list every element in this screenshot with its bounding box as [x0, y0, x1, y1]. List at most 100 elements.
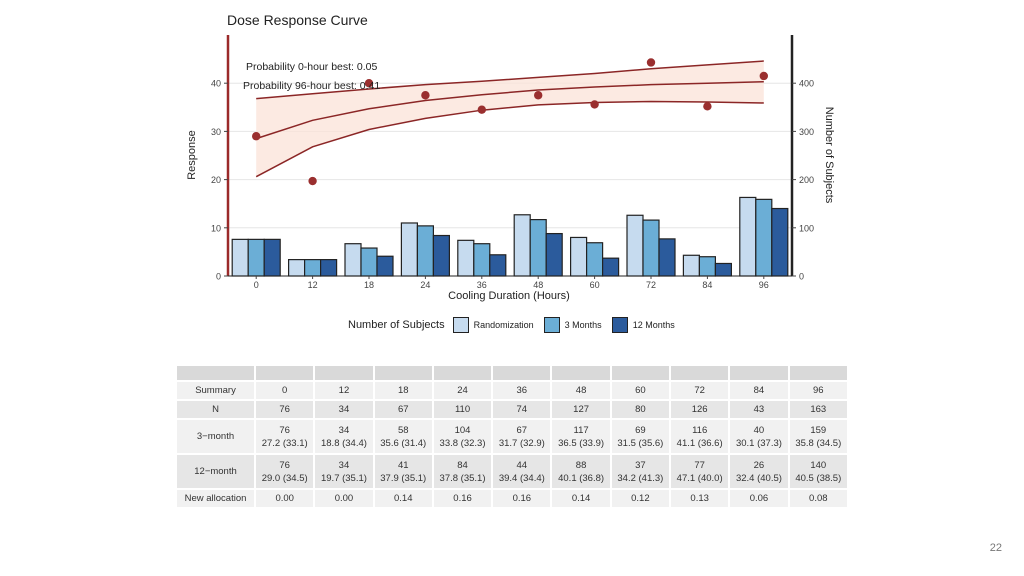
cell-count: 88: [575, 459, 587, 471]
y-left-tick-label: 40: [211, 79, 221, 89]
response-point: [308, 176, 317, 186]
cell-mean-sd: 40.5 (38.5): [795, 472, 842, 484]
cell-mean-sd: 37.8 (35.1): [439, 472, 486, 484]
summary-table: Summary 0 12 18 24 36 48 60 72 84 96 N 7…: [175, 364, 849, 509]
table-cell: 88 40.1 (36.8): [552, 455, 610, 488]
cell-mean-sd: 27.2 (33.1): [261, 437, 308, 449]
cell-mean-sd: 41.1 (36.6): [676, 437, 723, 449]
table-cell: 34 18.8 (34.4): [315, 420, 373, 453]
legend-item-3-months: 3 Months: [543, 317, 602, 333]
cell-count: 26: [753, 459, 765, 471]
table-cell: 104 33.8 (32.3): [433, 420, 492, 453]
x-axis-label: Cooling Duration (Hours): [448, 290, 570, 302]
bar: [344, 243, 362, 277]
cell-mean-sd: 40.1 (36.8): [558, 472, 605, 484]
table-cell: 76: [256, 401, 314, 418]
y-right-tick-label: 100: [799, 223, 814, 233]
cell-count: 140: [810, 459, 827, 471]
cell-count: 117: [573, 424, 589, 436]
table-cell: 126: [671, 401, 729, 418]
bar: [263, 238, 281, 277]
y-left-tick-label: 20: [211, 175, 221, 185]
legend-swatch-3-months: [543, 317, 560, 333]
table-cell: 44 39.4 (34.4): [493, 455, 551, 488]
annotation-0-hour: Probability 0-hour best: 0.05: [246, 61, 378, 73]
table-cell: 163: [789, 401, 847, 418]
cell-count: 37: [635, 459, 646, 471]
x-tick-label: 0: [254, 280, 259, 290]
bar: [585, 242, 604, 277]
table-cell: 0.00: [315, 490, 373, 507]
row-label: 12−month: [177, 455, 255, 488]
cell-count: 84: [457, 459, 468, 471]
y-axis-left-label: Response: [186, 130, 198, 180]
table-cell: 76 27.2 (33.1): [256, 420, 314, 453]
page-number: 22: [989, 542, 1002, 554]
cell-count: 34: [338, 424, 350, 436]
cell-count: 41: [397, 459, 409, 471]
cell-mean-sd: 31.5 (35.6): [617, 437, 664, 449]
table-cell: 48: [552, 382, 610, 399]
table-row-12-month: 12−month 76 29.0 (34.5) 34 19.7 (35.1) 41 3…: [177, 455, 847, 488]
table-cell: 0.12: [611, 490, 670, 507]
cell-count: 159: [810, 424, 827, 436]
y-axis-right-label: Number of Subjects: [823, 106, 835, 204]
bar: [288, 259, 306, 277]
cell-mean-sd: 32.4 (40.5): [735, 472, 782, 484]
bar: [739, 196, 757, 277]
x-tick-label: 96: [759, 280, 769, 290]
bar: [304, 259, 322, 277]
cell-count: 58: [397, 424, 409, 436]
table-cell: 12: [315, 382, 373, 399]
x-tick-label: 72: [646, 280, 656, 290]
lower-bound-line: [255, 100, 764, 178]
table-cell: 110: [433, 401, 492, 418]
cell-count: 67: [516, 424, 528, 436]
cell-mean-sd: 19.7 (35.1): [320, 472, 367, 484]
table-cell: 80: [611, 401, 670, 418]
table-row-n: N 76 34 67 110 74 127 80 126 43 163: [177, 401, 847, 418]
legend-label-12-months: 12 Months: [632, 320, 675, 330]
cell-mean-sd: 33.8 (32.3): [439, 437, 486, 449]
cell-mean-sd: 30.1 (37.3): [735, 437, 782, 449]
bar: [771, 207, 789, 277]
table-cell: 74: [493, 401, 551, 418]
response-point: [421, 91, 430, 100]
y-right-tick-label: 200: [799, 175, 814, 185]
mean-curve-line: [255, 81, 764, 140]
y-left-tick-label: 30: [211, 127, 221, 137]
table-cell: 0.16: [493, 490, 551, 507]
bar: [432, 234, 450, 277]
cell-count: 34: [338, 459, 350, 471]
response-point: [646, 58, 656, 67]
response-point: [759, 71, 768, 81]
legend-item-randomization: Randomization: [452, 317, 534, 333]
table-cell: 34: [315, 401, 373, 418]
x-tick-label: 24: [420, 280, 430, 290]
cell-mean-sd: 18.8 (34.4): [320, 437, 367, 449]
response-point: [590, 100, 599, 109]
bar: [714, 262, 733, 277]
cell-count: 69: [635, 424, 646, 436]
cell-count: 116: [692, 424, 708, 436]
bar: [755, 198, 773, 277]
y-right-tick-label: 0: [799, 272, 804, 282]
bar: [457, 239, 475, 277]
table-cell: 0.13: [671, 490, 729, 507]
legend: Number of Subjects Randomization 3 Month…: [348, 317, 685, 333]
cell-mean-sd: 29.0 (34.5): [261, 472, 308, 484]
bar: [626, 214, 644, 277]
x-tick-label: 36: [477, 280, 487, 290]
table-cell: 117 36.5 (33.9): [552, 420, 610, 453]
table-cell: 34 19.7 (35.1): [315, 455, 373, 488]
row-label: Summary: [177, 382, 255, 399]
bar: [545, 232, 563, 277]
table-cell: 72: [671, 382, 729, 399]
bar: [231, 238, 249, 277]
row-label: New allocation: [177, 490, 255, 507]
table-cell: 67 31.7 (32.9): [493, 420, 551, 453]
table-cell: 0.00: [256, 490, 314, 507]
bar: [682, 254, 701, 277]
table-row-3-month: 3−month 76 27.2 (33.1) 34 18.8 (34.4) 58 35…: [177, 420, 847, 453]
row-label: N: [177, 401, 255, 418]
